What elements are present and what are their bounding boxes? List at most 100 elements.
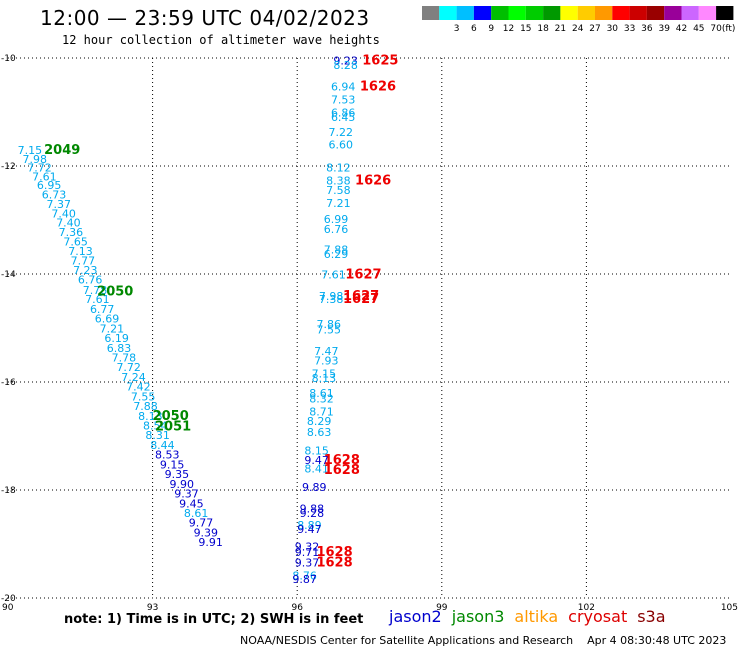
- time-label: 1626: [355, 173, 391, 188]
- swh-point-label: 6.60: [329, 139, 354, 152]
- time-label: 1626: [360, 79, 396, 94]
- y-tick-label: -10: [1, 54, 16, 64]
- colorbar-legend: 3 6 9 12 15 18 21 24 27 30 33 36 39 42 45 70 (ft): [422, 6, 736, 34]
- colorbar-tick-label: 18: [537, 24, 549, 34]
- y-tick-label: -18: [1, 486, 16, 496]
- swh-point-label: 7.15: [18, 144, 43, 157]
- colorbar-swatch: [491, 6, 509, 20]
- swh-point-label: 8.76: [292, 570, 317, 583]
- colorbar-tick-label: 33: [624, 24, 635, 34]
- swh-point-label: 6.73: [42, 188, 67, 201]
- colorbar-swatch: [473, 6, 492, 20]
- swh-point-label: 8.29: [307, 415, 332, 428]
- colorbar-swatch: [543, 6, 561, 20]
- swh-point-label: 9.32: [295, 540, 320, 553]
- swh-point-label: 9.47: [297, 523, 322, 536]
- swh-point-label: 8.61: [309, 387, 334, 400]
- swh-point-label: 7.38: [319, 293, 344, 306]
- colorbar-tick-label: 21: [555, 24, 566, 34]
- swh-point-label: 7.23: [73, 264, 98, 277]
- satellite-legend-item: s3a: [637, 607, 666, 626]
- colorbar-tick-label: 6: [471, 24, 477, 34]
- swh-point-label: 6.76: [78, 274, 103, 287]
- swh-point-label: 8.54: [143, 420, 168, 433]
- colorbar-tick-label: 36: [641, 24, 653, 34]
- swh-point-label: 9.88: [300, 503, 325, 516]
- swh-point-label: 8.13: [138, 410, 163, 423]
- swh-point-label: 6.76: [324, 223, 349, 236]
- x-tick-label: 93: [147, 603, 158, 610]
- colorbar-swatch: [595, 6, 613, 20]
- units-note: note: 1) Time is in UTC; 2) SWH is in fe…: [64, 612, 364, 627]
- colorbar-tick-label: 3: [454, 24, 460, 34]
- colorbar-tick-label: 27: [589, 24, 600, 34]
- time-label: 2049: [44, 143, 80, 158]
- swh-point-label: 7.65: [63, 235, 88, 248]
- colorbar-tick-label: 70: [710, 24, 722, 34]
- time-label: 1628: [324, 453, 360, 468]
- swh-point-label: 7.88: [133, 400, 158, 413]
- colorbar-swatch: [439, 6, 457, 20]
- chart-title: 12:00 — 23:59 UTC 04/02/2023: [40, 6, 370, 30]
- time-label: 1628: [316, 545, 352, 560]
- swh-point-label: 7.13: [68, 245, 93, 258]
- time-label: 1625: [362, 53, 398, 68]
- swh-point-label: 6.83: [107, 342, 132, 355]
- colorbar-tick-label: 30: [607, 24, 619, 34]
- satellite-legend-item: jason3: [451, 607, 505, 626]
- swh-point-label: 9.37: [295, 557, 320, 570]
- swh-point-label: 9.35: [165, 468, 190, 481]
- chart-subtitle: 12 hour collection of altimeter wave hei…: [62, 33, 380, 47]
- colorbar-tick-label: 45: [693, 24, 704, 34]
- swh-point-label: 7.21: [100, 322, 125, 335]
- swh-point-label: 9.23: [333, 54, 358, 67]
- satellite-legend: jason2 jason3 altika cryosat s3a: [389, 607, 676, 626]
- swh-point-label: 9.47: [304, 454, 329, 467]
- colorbar-swatch: [681, 6, 699, 20]
- swh-point-label: 8.12: [326, 161, 351, 174]
- swh-point-label: 8.15: [304, 444, 329, 457]
- satellite-legend-item: cryosat: [568, 607, 628, 626]
- swh-point-label: 6.95: [37, 179, 62, 192]
- swh-point-label: 7.21: [326, 197, 351, 210]
- swh-point-label: 7.72: [27, 161, 51, 174]
- swh-point-label: 9.89: [302, 481, 327, 494]
- colorbar-tick-label: 12: [503, 24, 514, 34]
- swh-point-label: 9.28: [300, 507, 325, 520]
- swh-point-label: 9.90: [169, 478, 194, 491]
- colorbar-swatch: [698, 6, 717, 20]
- colorbar-swatch: [612, 6, 630, 20]
- swh-point-label: 6.19: [104, 332, 128, 345]
- swh-point-label: 7.88: [324, 243, 349, 256]
- swh-point-label: 8.28: [333, 59, 358, 72]
- x-tick-label: 90: [2, 603, 14, 610]
- x-tick-label: 102: [578, 603, 595, 610]
- swh-point-label: 9.15: [160, 458, 185, 471]
- x-tick-label: 96: [291, 603, 303, 610]
- swh-point-label: 8.44: [150, 439, 175, 452]
- swh-point-label: 9.45: [179, 497, 204, 510]
- swh-point-label: 7.78: [83, 284, 108, 297]
- swh-point-label: 7.55: [316, 323, 341, 336]
- swh-point-label: 7.22: [329, 126, 354, 139]
- colorbar-swatch: [577, 6, 595, 20]
- time-label: 2050: [153, 409, 189, 424]
- colorbar-swatch: [646, 6, 665, 20]
- colorbar-swatch: [664, 6, 682, 20]
- swh-point-label: 7.42: [126, 381, 151, 394]
- swh-point-label: 7.72: [116, 361, 141, 374]
- swh-point-label: 7.47: [314, 345, 339, 358]
- colorbar-swatch: [508, 6, 526, 20]
- satellite-legend-item: jason2: [389, 607, 442, 626]
- swh-point-label: 8.71: [309, 405, 334, 418]
- credit-text: NOAA/NESDIS Center for Satellite Applica…: [240, 634, 574, 647]
- y-tick-label: -14: [1, 270, 16, 280]
- swh-point-label: 7.24: [121, 371, 145, 384]
- colorbar-swatch: [456, 6, 474, 20]
- swh-point-label: 6.45: [331, 111, 356, 124]
- colorbar-swatch: [422, 6, 440, 20]
- colorbar-tick-label: 9: [488, 24, 494, 34]
- colorbar-unit: (ft): [722, 24, 736, 34]
- swh-point-label: 7.77: [71, 254, 96, 267]
- swh-point-label: 7.98: [22, 153, 47, 166]
